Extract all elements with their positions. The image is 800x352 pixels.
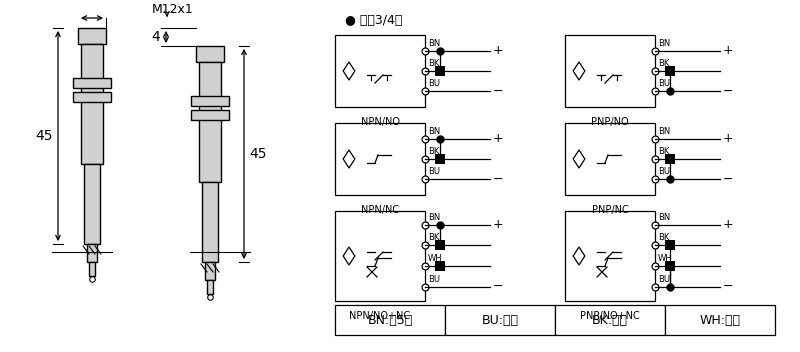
Bar [665, 261, 675, 271]
Bar [84, 164, 100, 244]
Text: BN: BN [658, 213, 670, 221]
Bar [81, 44, 103, 164]
Text: +: + [723, 132, 734, 145]
Text: BK: BK [658, 233, 670, 242]
Text: +: + [493, 44, 504, 57]
Text: 45: 45 [250, 147, 266, 161]
Text: BK: BK [658, 147, 670, 156]
Text: PNP/NO: PNP/NO [591, 117, 629, 127]
Text: BN: BN [428, 213, 440, 221]
Text: BU: BU [428, 167, 440, 176]
Bar [435, 154, 445, 164]
Text: BK:黑色: BK:黑色 [592, 314, 628, 327]
Bar [665, 154, 675, 164]
Text: −: − [723, 85, 734, 98]
Bar [191, 96, 229, 106]
Bar [78, 28, 106, 44]
Bar [199, 62, 221, 182]
Polygon shape [573, 150, 585, 168]
Bar [665, 240, 675, 250]
Text: 4: 4 [152, 30, 160, 44]
Text: BN: BN [428, 127, 440, 136]
Text: BN:桙5色: BN:桙5色 [367, 314, 413, 327]
Bar [335, 211, 425, 301]
Text: −: − [493, 85, 503, 98]
Bar [196, 46, 224, 62]
Bar [435, 66, 445, 76]
Text: BK: BK [428, 147, 439, 156]
Bar [435, 261, 445, 271]
Polygon shape [343, 62, 355, 80]
Text: NPN/NO+NC: NPN/NO+NC [350, 311, 410, 321]
Text: BU: BU [428, 275, 440, 284]
Text: PNP/NO+NC: PNP/NO+NC [580, 311, 640, 321]
Bar [191, 109, 229, 120]
Bar [335, 305, 445, 335]
Text: +: + [493, 132, 504, 145]
Polygon shape [343, 150, 355, 168]
Bar [555, 305, 665, 335]
Text: 45: 45 [35, 129, 53, 143]
Text: NPN/NO: NPN/NO [361, 117, 399, 127]
Text: WH: WH [428, 254, 442, 263]
Text: −: − [723, 280, 734, 293]
Text: −: − [493, 173, 503, 186]
Bar [565, 123, 655, 195]
Bar [565, 35, 655, 107]
Bar [435, 240, 445, 250]
Polygon shape [573, 247, 585, 265]
Polygon shape [343, 247, 355, 265]
Text: BK: BK [428, 59, 439, 68]
Polygon shape [573, 62, 585, 80]
Bar [73, 92, 111, 102]
Text: BU:兰色: BU:兰色 [482, 314, 518, 327]
Text: WH: WH [658, 254, 673, 263]
Text: BU: BU [658, 79, 670, 88]
Bar [89, 262, 95, 276]
Text: BU: BU [428, 79, 440, 88]
Bar [665, 66, 675, 76]
Text: PNP/NC: PNP/NC [592, 205, 628, 215]
Text: +: + [723, 44, 734, 57]
Bar [87, 244, 97, 262]
Bar [665, 305, 775, 335]
Text: ● 直涁3/4线: ● 直涁3/4线 [345, 13, 402, 26]
Text: BK: BK [658, 59, 670, 68]
Text: BN: BN [428, 39, 440, 48]
Bar [335, 123, 425, 195]
Bar [205, 262, 215, 280]
Bar [202, 182, 218, 262]
Text: −: − [493, 280, 503, 293]
Text: BU: BU [658, 167, 670, 176]
Bar [565, 211, 655, 301]
Text: M12x1: M12x1 [152, 3, 194, 16]
Text: −: − [723, 173, 734, 186]
Bar [335, 35, 425, 107]
Text: BN: BN [658, 127, 670, 136]
Text: BU: BU [658, 275, 670, 284]
Text: +: + [493, 218, 504, 231]
Text: NPN/NC: NPN/NC [361, 205, 399, 215]
Bar [445, 305, 555, 335]
Text: +: + [723, 218, 734, 231]
Text: WH:白色: WH:白色 [699, 314, 741, 327]
Text: BN: BN [658, 39, 670, 48]
Text: BK: BK [428, 233, 439, 242]
Bar [73, 77, 111, 88]
Bar [207, 280, 213, 294]
